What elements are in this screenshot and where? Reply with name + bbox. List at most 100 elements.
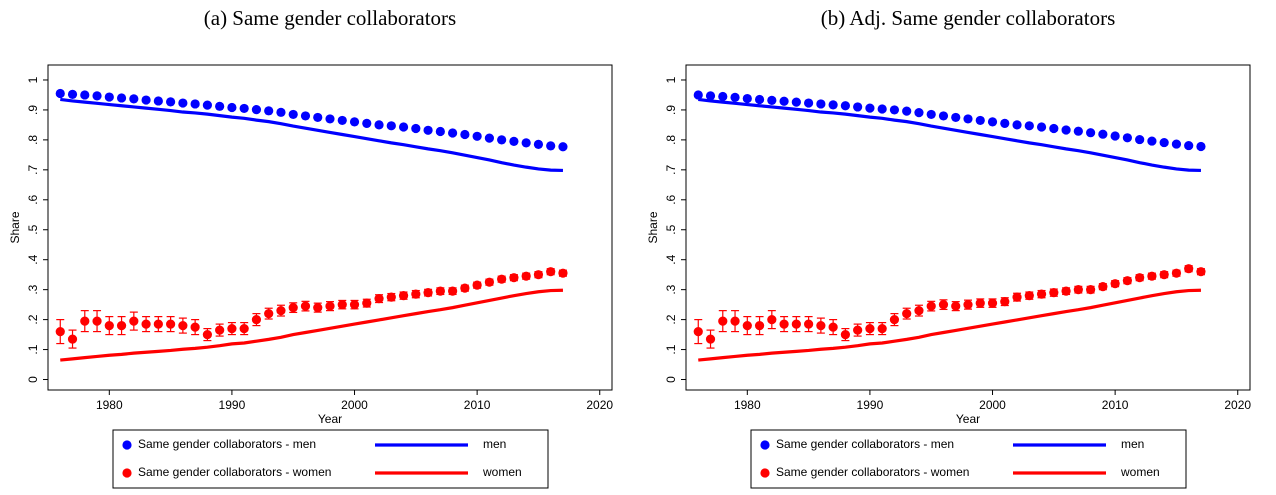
y-tick-label: .5 — [664, 224, 678, 234]
y-tick-label: 1 — [26, 76, 40, 83]
point — [472, 131, 482, 141]
point — [178, 98, 188, 108]
point — [1147, 271, 1157, 281]
y-tick-label: .4 — [664, 254, 678, 264]
point — [1098, 282, 1108, 292]
point — [80, 316, 90, 326]
point — [153, 96, 163, 106]
chart-title: (a) Same gender collaborators — [204, 6, 456, 30]
point — [264, 309, 274, 319]
point — [546, 267, 556, 277]
point — [276, 306, 286, 316]
point — [202, 100, 212, 110]
point — [1110, 279, 1120, 289]
point — [902, 106, 912, 116]
point — [865, 323, 875, 334]
point — [1171, 139, 1182, 149]
point — [1184, 140, 1194, 151]
point — [411, 123, 421, 134]
y-tick-label: .6 — [26, 194, 40, 204]
chart: (b) Adj. Same gender collaborators 0 .1 .2.… — [646, 6, 1251, 489]
point — [472, 280, 482, 290]
point — [411, 289, 421, 299]
point — [926, 109, 936, 120]
point — [779, 319, 789, 329]
point — [1171, 268, 1182, 278]
x-axis-label: Year — [956, 412, 980, 426]
point — [129, 94, 139, 104]
point — [374, 294, 384, 304]
point — [386, 292, 396, 302]
point — [166, 97, 176, 107]
point — [129, 316, 139, 326]
point — [1110, 131, 1120, 141]
point — [251, 315, 262, 325]
point — [141, 319, 151, 329]
point — [558, 268, 568, 278]
point — [828, 100, 838, 110]
point — [693, 90, 703, 100]
point — [227, 102, 237, 113]
point — [791, 97, 801, 107]
point — [914, 306, 924, 316]
point — [325, 301, 335, 311]
point — [362, 298, 372, 308]
point — [705, 334, 716, 344]
point — [92, 316, 102, 326]
point — [153, 319, 163, 329]
point — [1049, 288, 1059, 298]
point — [1098, 129, 1108, 139]
y-axis-label: Share — [646, 211, 660, 243]
point — [178, 320, 188, 331]
line-series — [698, 97, 1201, 173]
x-tick-label: 1990 — [857, 398, 884, 412]
point — [730, 316, 740, 326]
point — [938, 300, 949, 310]
y-tick-label: .8 — [26, 135, 40, 145]
point — [1012, 120, 1022, 130]
x-tick-label: 2020 — [1224, 398, 1251, 412]
point — [1000, 118, 1010, 129]
point — [804, 319, 814, 329]
point — [1061, 286, 1071, 296]
point — [362, 118, 372, 129]
point — [963, 114, 973, 124]
y-tick-label: .9 — [26, 105, 40, 115]
point — [877, 104, 887, 114]
point — [239, 323, 249, 334]
line-series — [60, 288, 563, 362]
point — [1184, 264, 1194, 274]
point — [877, 323, 887, 334]
y-tick-label: .1 — [664, 344, 678, 354]
point — [1073, 285, 1083, 295]
y-tick-label: .9 — [664, 105, 678, 115]
point — [533, 139, 544, 149]
point — [1196, 141, 1206, 152]
y-tick-label: .7 — [26, 165, 40, 175]
legend-box — [112, 429, 549, 489]
point — [276, 107, 286, 117]
point — [840, 329, 850, 340]
point — [1135, 134, 1145, 145]
point — [840, 101, 850, 111]
plot-frame — [47, 64, 613, 391]
point — [754, 94, 765, 105]
point — [767, 95, 777, 105]
point — [116, 93, 127, 103]
point — [337, 300, 347, 310]
legend-box — [750, 429, 1187, 489]
point — [1024, 291, 1034, 301]
point — [509, 136, 519, 146]
point — [398, 291, 409, 301]
point — [80, 90, 90, 100]
point — [448, 128, 458, 138]
point — [484, 133, 494, 143]
x-axis-label: Year — [318, 412, 342, 426]
y-tick-label: .4 — [26, 254, 40, 264]
point — [693, 326, 703, 337]
x-tick-label: 2000 — [979, 398, 1006, 412]
point — [104, 92, 114, 102]
point — [816, 320, 826, 331]
point — [251, 105, 262, 115]
